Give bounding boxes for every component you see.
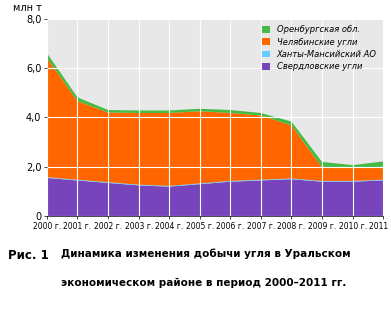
- Text: млн т: млн т: [13, 2, 42, 13]
- Text: Динамика изменения добычи угля в Уральском: Динамика изменения добычи угля в Уральск…: [61, 249, 350, 259]
- Text: Рис. 1: Рис. 1: [8, 249, 48, 262]
- Text: экономическом районе в период 2000–2011 гг.: экономическом районе в период 2000–2011 …: [61, 278, 346, 288]
- Legend: Оренбургская обл., Челябинские угли, Ханты-Мансийский АО, Свердловские угли: Оренбургская обл., Челябинские угли, Хан…: [259, 23, 379, 74]
